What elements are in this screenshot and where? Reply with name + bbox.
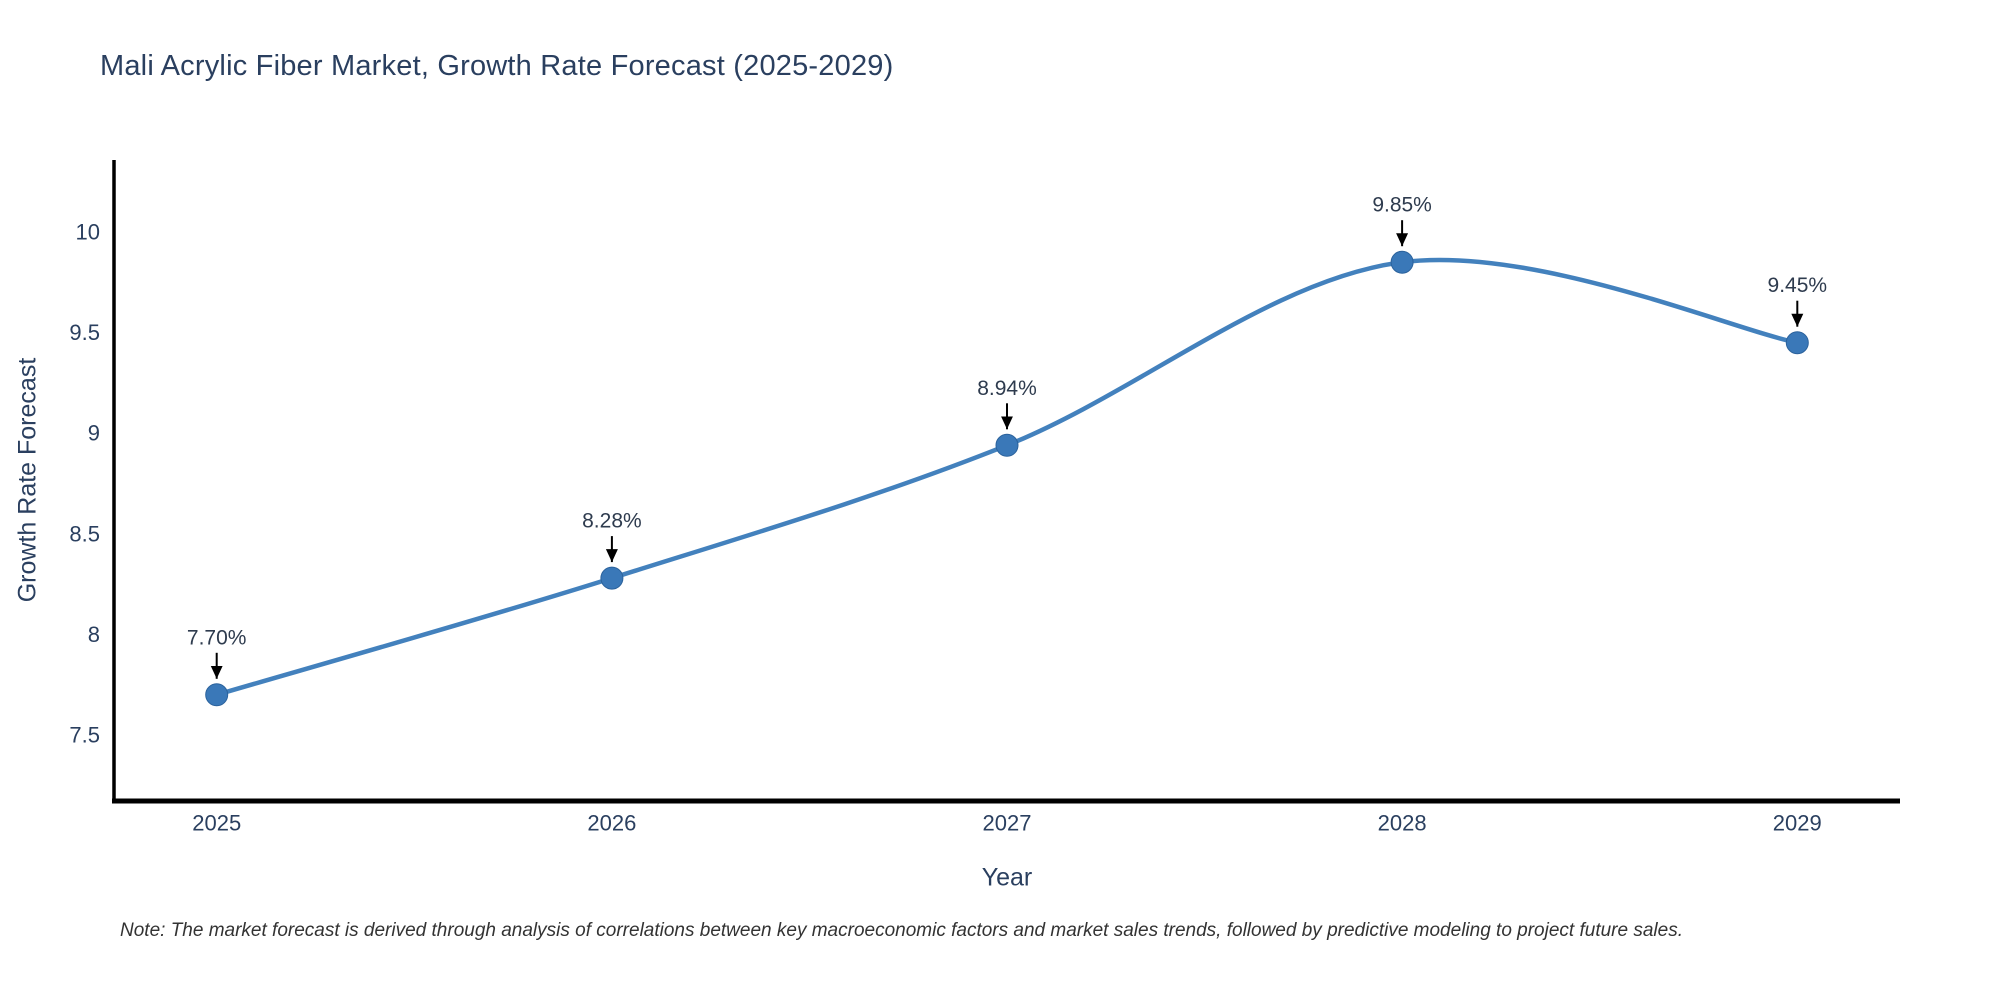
series-line [214, 257, 1800, 698]
x-tick-label: 2026 [587, 811, 636, 836]
x-tick-label: 2028 [1378, 811, 1427, 836]
point-value-label: 9.85% [1372, 194, 1432, 217]
x-tick-label: 2025 [192, 811, 241, 836]
data-point-marker [1785, 331, 1809, 355]
x-tick-labels: 2025 2026 2027 2028 2029 [192, 811, 1821, 836]
point-value-label: 7.70% [187, 626, 247, 649]
series-growth-rate-forecast [205, 250, 1809, 707]
x-tick-label: 2029 [1773, 811, 1822, 836]
chart-title: Mali Acrylic Fiber Market, Growth Rate F… [100, 50, 894, 82]
x-axis-title: Year [981, 863, 1033, 892]
data-point-marker [995, 433, 1019, 457]
y-tick-label: 10 [76, 220, 100, 245]
y-tick-label: 9 [88, 421, 100, 446]
point-value-label: 8.94% [977, 377, 1037, 400]
data-point-marker [600, 566, 624, 590]
x-tick-label: 2027 [983, 811, 1032, 836]
y-tick-label: 9.5 [69, 320, 100, 345]
point-value-label: 9.45% [1768, 274, 1828, 297]
y-tick-labels: 7.5 8 8.5 9 9.5 10 [69, 220, 100, 748]
point-value-label: 8.28% [582, 510, 642, 533]
y-tick-label: 7.5 [69, 723, 100, 748]
point-annotations: 7.70% 8.28% 8.94% 9.85% 9.45% [187, 194, 1827, 679]
data-point-marker [205, 683, 229, 707]
data-point-marker [1390, 250, 1414, 274]
y-tick-label: 8.5 [69, 521, 100, 546]
footnote: Note: The market forecast is derived thr… [120, 920, 1683, 941]
y-tick-label: 8 [88, 622, 100, 647]
